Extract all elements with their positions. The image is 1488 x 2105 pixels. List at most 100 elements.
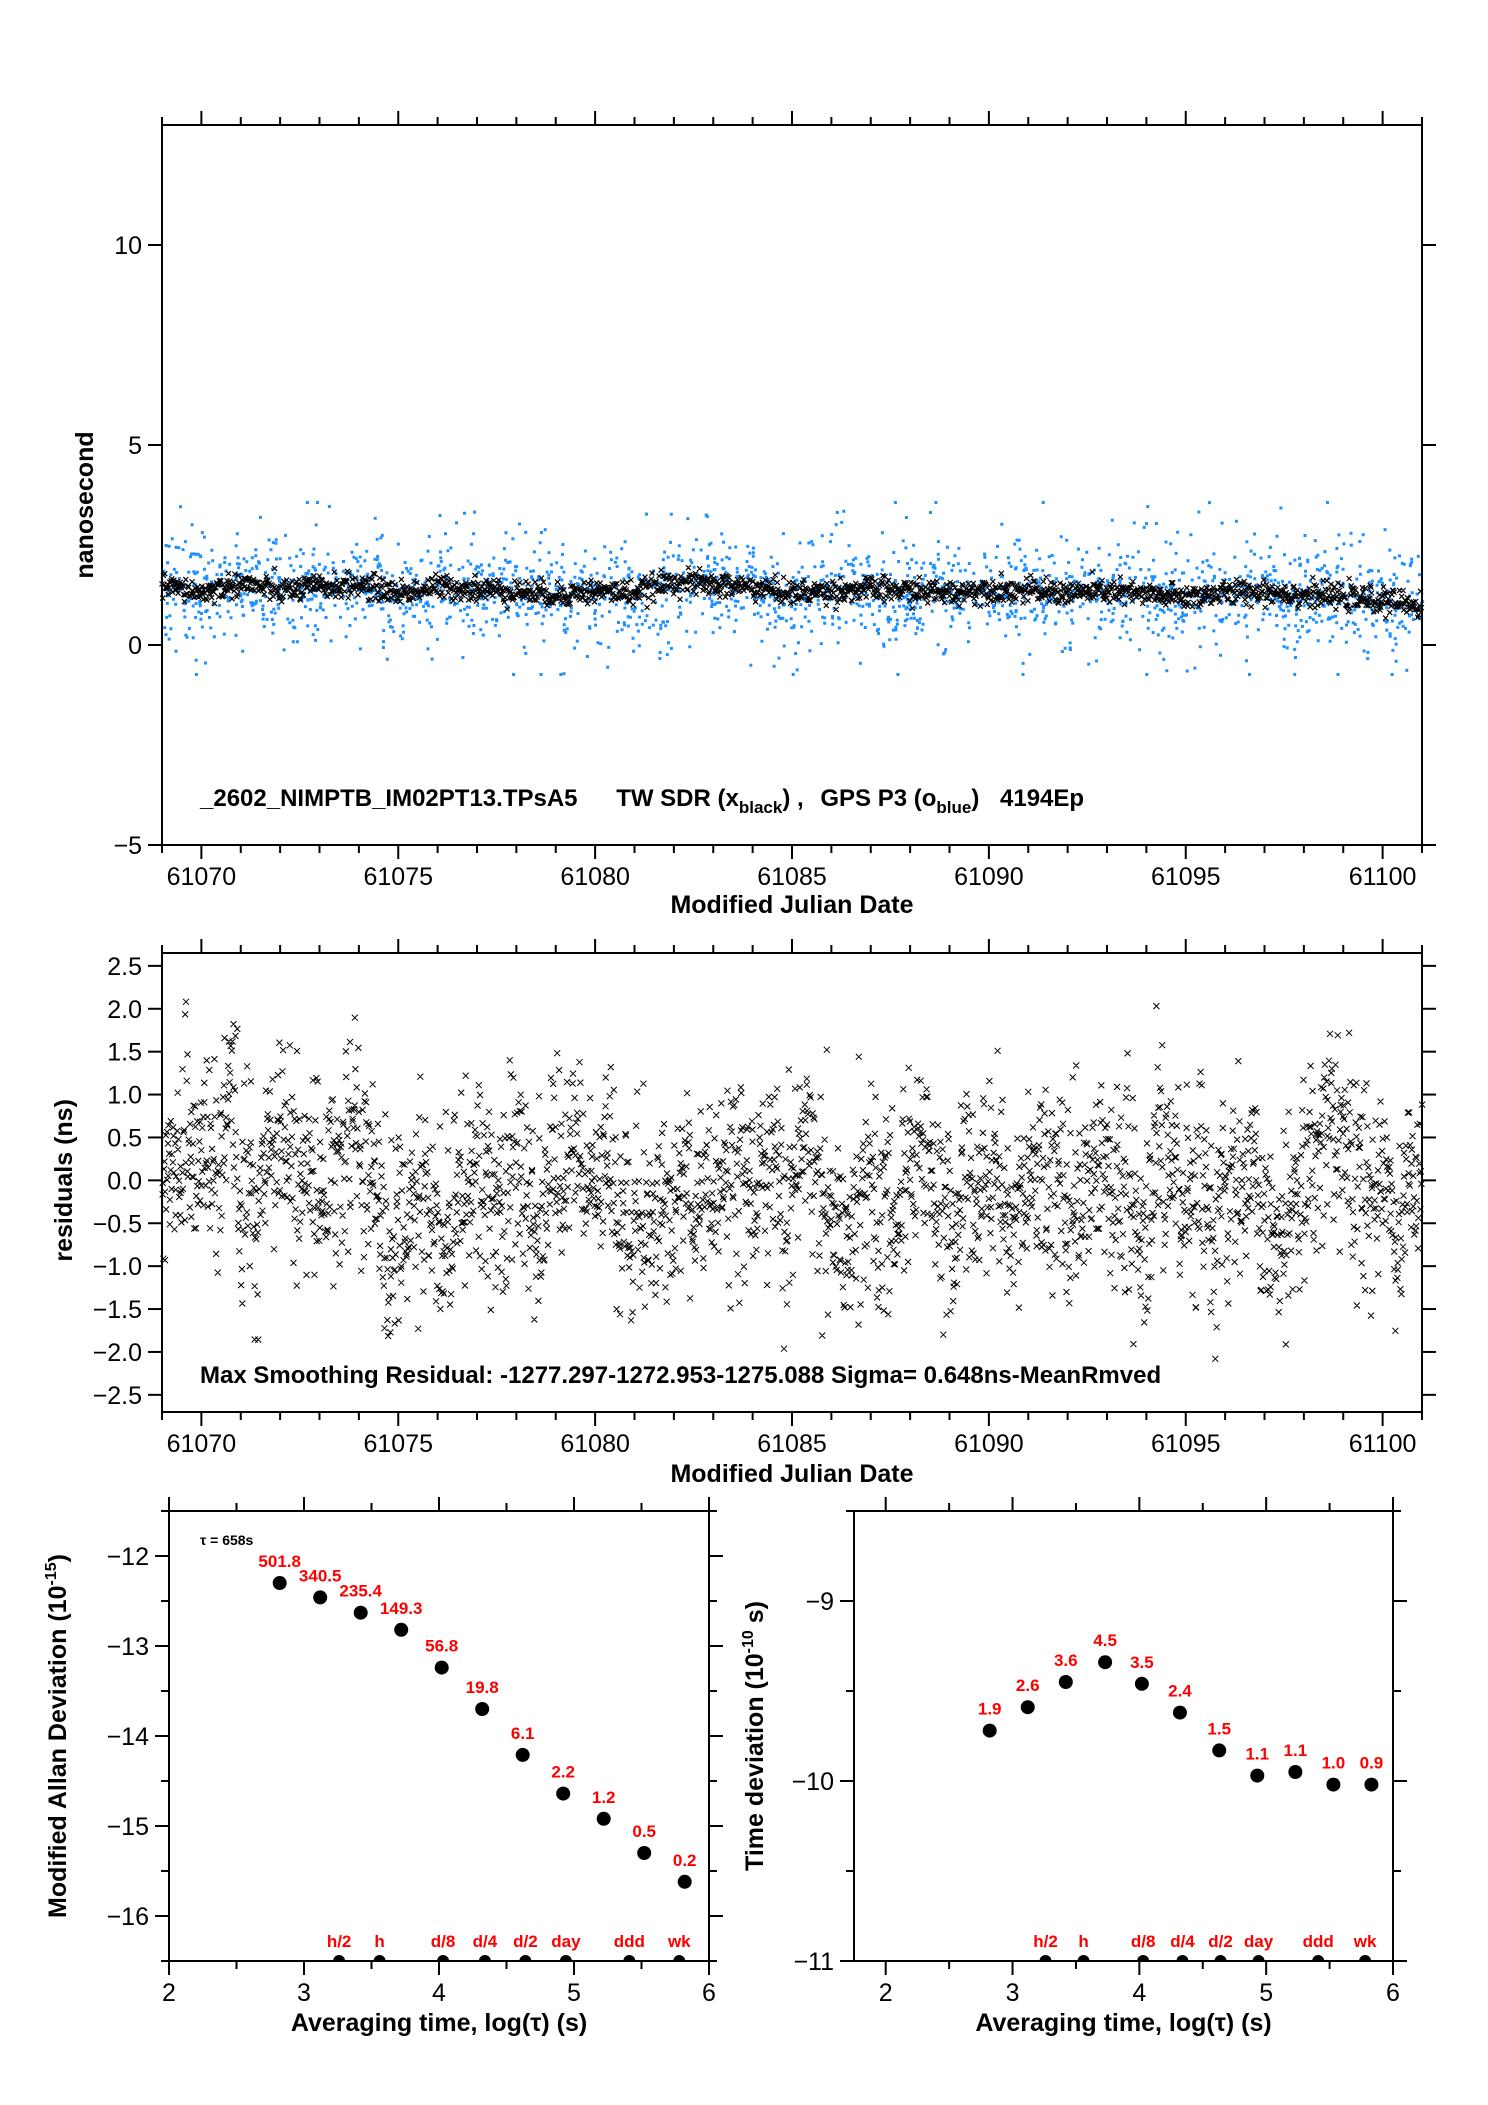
time-marker [673, 1955, 686, 1961]
x-tick-label: 61075 [363, 863, 433, 891]
y-tick-label: −5 [113, 832, 142, 860]
data-label: 0.2 [673, 1851, 697, 1870]
time-series-frame [161, 124, 1423, 846]
data-label: 149.3 [380, 1599, 423, 1618]
time-marker-label: day [1244, 1932, 1274, 1951]
time-marker-label: h/2 [327, 1932, 352, 1951]
time-marker [478, 1955, 491, 1961]
data-point [1364, 1777, 1379, 1792]
data-point [1098, 1655, 1113, 1670]
residuals-panel: 61070 61075 61080 61085 61090 61095 61100 −2.5 −… [50, 939, 1436, 1488]
tdev-panel: 2 3 4 5 6−11−10−9 1.92.63.64.53.52.41.51.1 1.… [740, 1497, 1407, 2037]
data-label: 19.8 [466, 1678, 499, 1697]
y-tick-label: 0.5 [107, 1124, 142, 1152]
tdev-frame [853, 1510, 1394, 1962]
x-tick-label: 61075 [363, 1430, 433, 1458]
x-tick-label: 5 [567, 1979, 581, 2007]
x-tick-label: 2 [162, 1979, 176, 2007]
time-marker-label: d/8 [1131, 1932, 1156, 1951]
title-epochs: 4194Ep [1000, 785, 1084, 812]
time-series-x-axis-title: Modified Julian Date [670, 891, 913, 919]
data-label: 3.6 [1054, 1651, 1078, 1670]
x-tick-label: 61070 [167, 863, 237, 891]
data-point [677, 1874, 692, 1889]
data-point [1134, 1676, 1149, 1691]
y-tick-label: −15 [107, 1813, 149, 1841]
data-point [313, 1590, 328, 1605]
time-marker [623, 1955, 636, 1961]
time-marker-label: wk [1353, 1932, 1377, 1951]
mdev-ylabel-end: ) [44, 1554, 72, 1562]
residuals-y-axis-title: residuals (ns) [50, 1099, 78, 1262]
y-tick-label: 2.0 [107, 996, 142, 1024]
time-marker [1137, 1955, 1150, 1961]
title-file: _2602_NIMPTB_IM02PT13.TPsA5 [199, 785, 578, 812]
time-marker [1312, 1955, 1325, 1961]
data-label: 1.5 [1207, 1719, 1231, 1738]
time-marker-label: day [551, 1932, 581, 1951]
time-series-title: _2602_NIMPTB_IM02PT13.TPsA5 TW SDR (xbla… [199, 785, 1084, 817]
data-label: 501.8 [258, 1552, 301, 1571]
data-point [1020, 1700, 1035, 1715]
time-series-axes: 61070 61075 61080 61085 61090 61095 61100 −5 0 5 1… [113, 111, 1436, 891]
x-tick-label: 61090 [954, 863, 1024, 891]
time-marker [1214, 1955, 1227, 1961]
y-tick-label: −13 [107, 1633, 149, 1661]
time-marker [1359, 1955, 1372, 1961]
y-tick-label: −12 [107, 1543, 149, 1571]
data-label: 2.4 [1168, 1682, 1192, 1701]
data-label: 0.9 [1360, 1754, 1384, 1773]
time-marker-label: d/2 [513, 1932, 538, 1951]
time-marker [333, 1955, 346, 1961]
y-tick-label: −0.5 [93, 1210, 142, 1238]
mdev-axes: 2 3 4 5 6 −16 −15 −14 −13 −12 [107, 1497, 723, 2007]
data-label: 56.8 [425, 1637, 458, 1656]
data-point [394, 1622, 409, 1637]
x-tick-label: 3 [1006, 1979, 1020, 2007]
y-tick-label: −1.0 [93, 1253, 142, 1281]
tdev-x-axis-title: Averaging time, log(τ) (s) [975, 2009, 1271, 2037]
residual-marks [159, 998, 1426, 1363]
data-label: 1.9 [978, 1700, 1002, 1719]
data-label: 340.5 [299, 1566, 342, 1585]
y-tick-label: 5 [128, 432, 142, 460]
y-tick-label: 0.0 [107, 1167, 142, 1195]
x-tick-label: 6 [702, 1979, 716, 2007]
y-tick-label: 2.5 [107, 953, 142, 981]
y-tick-label: −9 [805, 1588, 834, 1616]
mdev-y-axis-title: Modified Allan Deviation (10-15) [43, 1554, 72, 1918]
time-marker-label: ddd [1303, 1932, 1334, 1951]
residuals-axes: 61070 61075 61080 61085 61090 61095 61100 −2.5 −… [93, 939, 1436, 1458]
x-tick-label: 4 [432, 1979, 446, 2007]
tdev-y-axis-title: Time deviation (10-10 s) [740, 1601, 769, 1871]
mdev-ylabel-sup: -15 [43, 1562, 60, 1585]
x-tick-label: 4 [1132, 1979, 1146, 2007]
time-series-panel: 61070 61075 61080 61085 61090 61095 61100 −5 0 5 1… [71, 111, 1436, 919]
data-point [475, 1702, 490, 1716]
time-marker-label: h [1078, 1932, 1088, 1951]
x-tick-label: 61095 [1151, 863, 1221, 891]
y-tick-label: −14 [107, 1723, 150, 1751]
x-tick-label: 5 [1259, 1979, 1273, 2007]
time-marker [437, 1955, 450, 1961]
data-label: 235.4 [339, 1582, 382, 1601]
y-tick-label: 10 [114, 232, 142, 260]
data-point [982, 1723, 997, 1738]
x-tick-label: 2 [879, 1979, 893, 2007]
residuals-annotation: Max Smoothing Residual: -1277.297-1272.9… [200, 1362, 1161, 1389]
data-point [1058, 1675, 1073, 1689]
data-label: 0.5 [632, 1822, 656, 1841]
data-point [1172, 1705, 1187, 1720]
mdev-x-axis-title: Averaging time, log(τ) (s) [291, 2009, 587, 2037]
tdev-axes: 2 3 4 5 6 −11 −10 −9 [792, 1497, 1407, 2007]
title-series1-suffix: ) , [782, 785, 803, 812]
mdev-tau-note: τ = 658s [200, 1532, 254, 1548]
tdev-points: 1.9 2.6 3.6 4.5 3.5 2.4 1.5 1.1 1.1 1.0 0.9 h/2 h d/8… [978, 1631, 1383, 1961]
y-tick-label: 1.5 [107, 1039, 142, 1067]
time-marker [519, 1955, 532, 1961]
data-point [272, 1576, 287, 1590]
time-marker [373, 1955, 386, 1961]
time-marker-label: d/8 [431, 1932, 456, 1951]
x-tick-label: 61100 [1349, 863, 1417, 891]
